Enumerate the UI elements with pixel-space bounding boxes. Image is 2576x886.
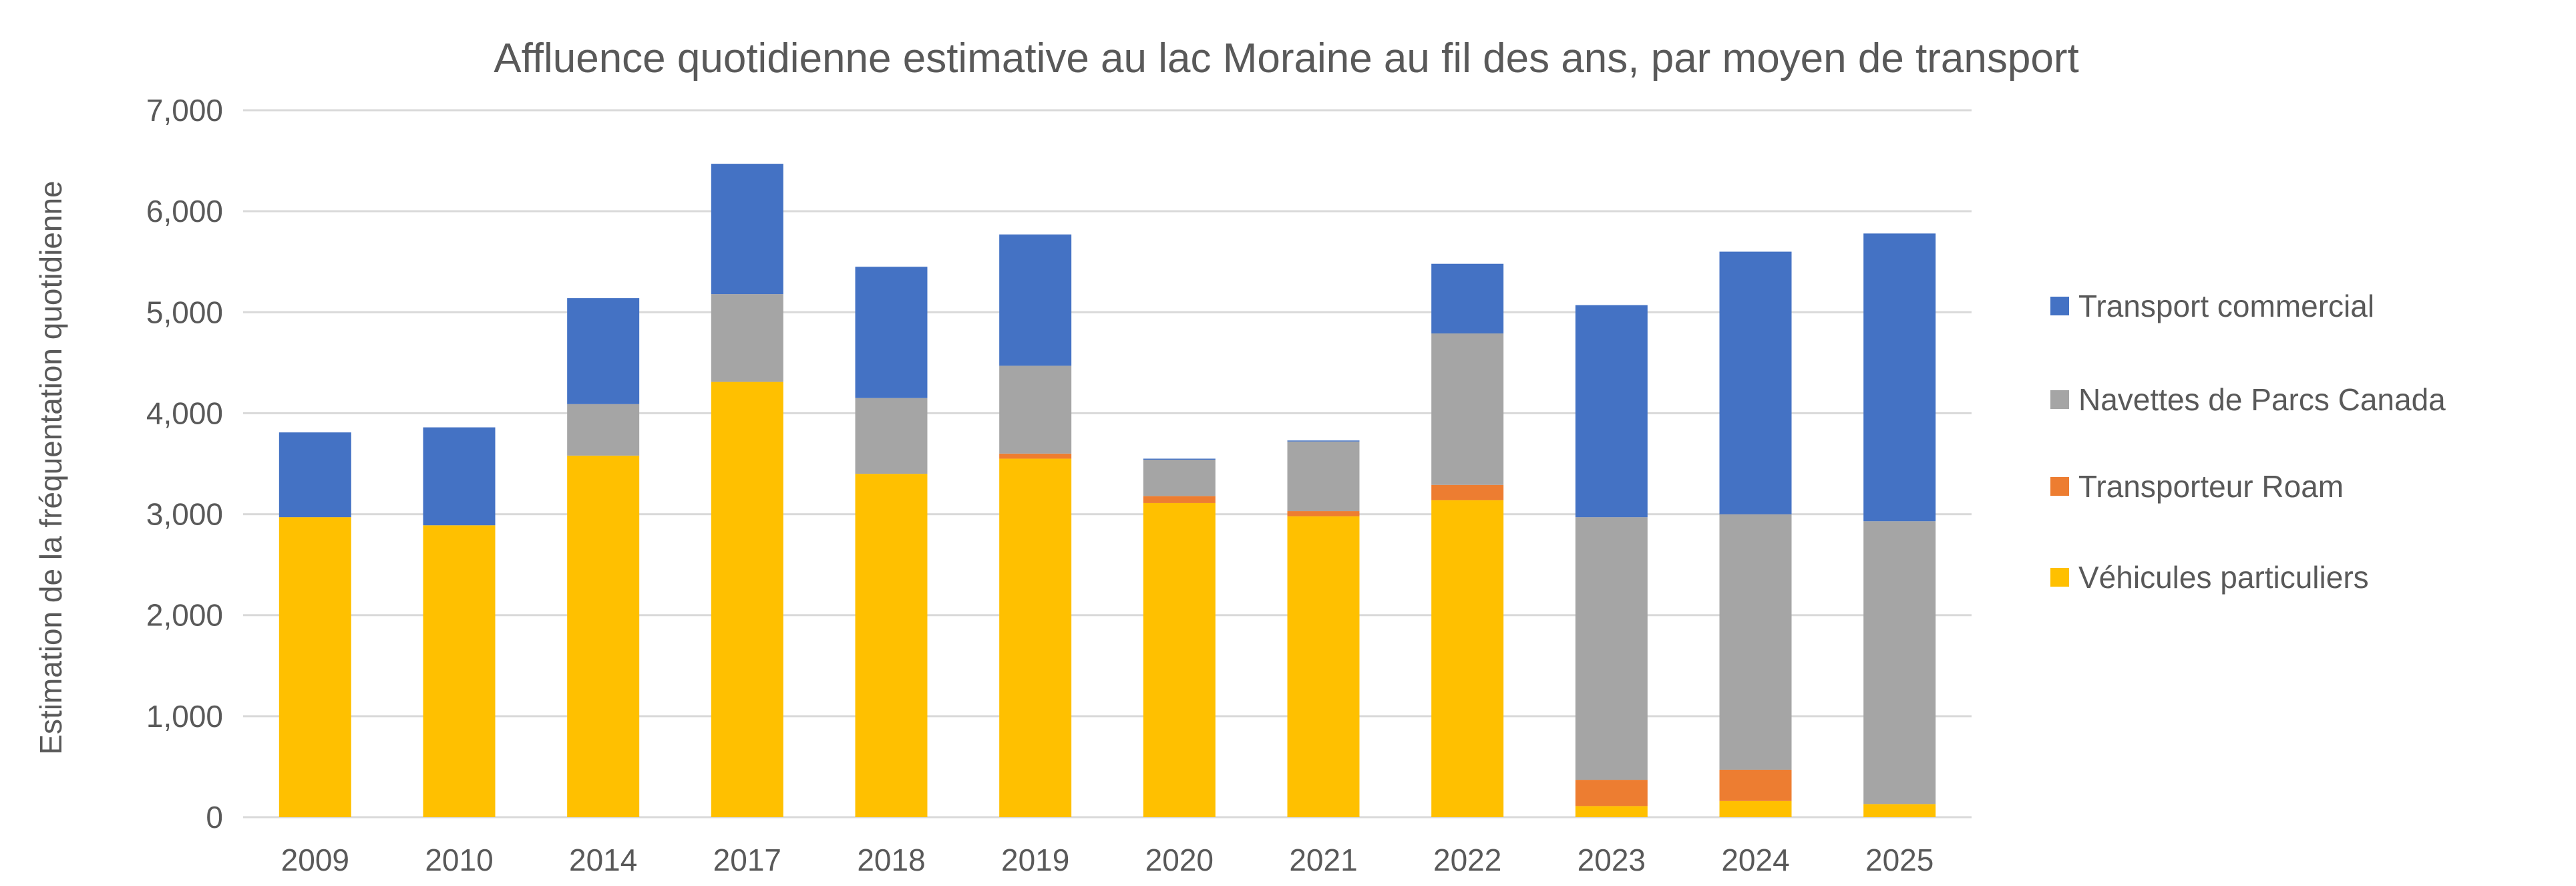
bar-segment xyxy=(855,474,928,817)
x-tick-label: 2024 xyxy=(1721,843,1789,877)
bar-segment xyxy=(1431,333,1504,485)
bar-segment xyxy=(567,298,640,404)
y-tick-label: 3,000 xyxy=(146,497,223,532)
legend-label: Transporteur Roam xyxy=(2078,469,2344,504)
bar-segment xyxy=(1287,440,1360,442)
bar-segment xyxy=(567,455,640,817)
y-tick-label: 0 xyxy=(206,800,223,835)
legend: Véhicules particuliers Transporteur Roam N… xyxy=(2050,289,2446,595)
x-tick-label: 2023 xyxy=(1578,843,1646,877)
bar-segment xyxy=(855,398,928,474)
legend-label: Transport commercial xyxy=(2078,289,2374,323)
bar-segment xyxy=(999,234,1072,366)
x-tick-label: 2017 xyxy=(713,843,781,877)
bar-segment xyxy=(1719,251,1792,514)
x-tick-label: 2010 xyxy=(425,843,493,877)
bars xyxy=(279,164,1936,817)
y-tick-label: 4,000 xyxy=(146,396,223,430)
bar-segment xyxy=(1863,233,1936,522)
x-tick-label: 2022 xyxy=(1433,843,1501,877)
y-axis-label: Estimation de la fréquentation quotidien… xyxy=(33,180,68,754)
bar-segment xyxy=(1143,496,1216,503)
y-tick-label: 2,000 xyxy=(146,598,223,633)
y-tick-label: 7,000 xyxy=(146,93,223,128)
bar-segment xyxy=(1431,263,1504,334)
legend-swatch xyxy=(2050,477,2069,496)
gridlines xyxy=(243,109,1972,819)
x-tick-labels: 2009 2010 2014 2017 2018 2019 2020 2021 2022 2023… xyxy=(281,843,1934,877)
y-tick-label: 1,000 xyxy=(146,699,223,734)
legend-swatch xyxy=(2050,568,2069,587)
bar-segment xyxy=(999,365,1072,454)
bar-segment xyxy=(1431,484,1504,500)
bar-segment xyxy=(279,517,351,817)
bar-segment xyxy=(1287,516,1360,817)
y-tick-label: 6,000 xyxy=(146,194,223,229)
bar-segment xyxy=(1143,459,1216,496)
bar-segment xyxy=(1863,521,1936,804)
bar-segment xyxy=(711,164,783,295)
bar-segment xyxy=(1719,514,1792,770)
bar-segment xyxy=(711,294,783,382)
x-tick-label: 2018 xyxy=(857,843,925,877)
bar-segment xyxy=(1143,458,1216,460)
x-tick-label: 2009 xyxy=(281,843,349,877)
bar-segment xyxy=(1575,780,1648,806)
bar-segment xyxy=(423,427,496,526)
bar-segment xyxy=(711,382,783,817)
bar-segment xyxy=(999,458,1072,817)
bar-segment xyxy=(999,453,1072,459)
bar-segment xyxy=(1719,800,1792,817)
y-tick-labels: 0 1,000 2,000 3,000 4,000 5,000 6,000 7,000 xyxy=(146,93,223,835)
bar-segment xyxy=(279,432,351,518)
bar-segment xyxy=(1719,769,1792,801)
bar-segment xyxy=(1575,305,1648,518)
bar-segment xyxy=(1431,500,1504,817)
legend-label: Navettes de Parcs Canada xyxy=(2078,382,2446,417)
chart-title: Affluence quotidienne estimative au lac … xyxy=(494,35,2078,82)
bar-segment xyxy=(567,404,640,456)
x-tick-label: 2025 xyxy=(1865,843,1934,877)
bar-segment xyxy=(1575,517,1648,780)
bar-segment xyxy=(1287,441,1360,512)
legend-swatch xyxy=(2050,390,2069,409)
legend-label: Véhicules particuliers xyxy=(2078,560,2369,595)
x-tick-label: 2019 xyxy=(1001,843,1069,877)
bar-segment xyxy=(1575,806,1648,817)
bar-segment xyxy=(423,525,496,817)
bar-segment xyxy=(1863,804,1936,817)
x-tick-label: 2020 xyxy=(1145,843,1214,877)
x-tick-label: 2021 xyxy=(1289,843,1357,877)
legend-swatch xyxy=(2050,297,2069,315)
bar-segment xyxy=(855,267,928,398)
x-tick-label: 2014 xyxy=(569,843,637,877)
y-tick-label: 5,000 xyxy=(146,295,223,329)
bar-segment xyxy=(1143,502,1216,817)
bar-segment xyxy=(1287,511,1360,516)
